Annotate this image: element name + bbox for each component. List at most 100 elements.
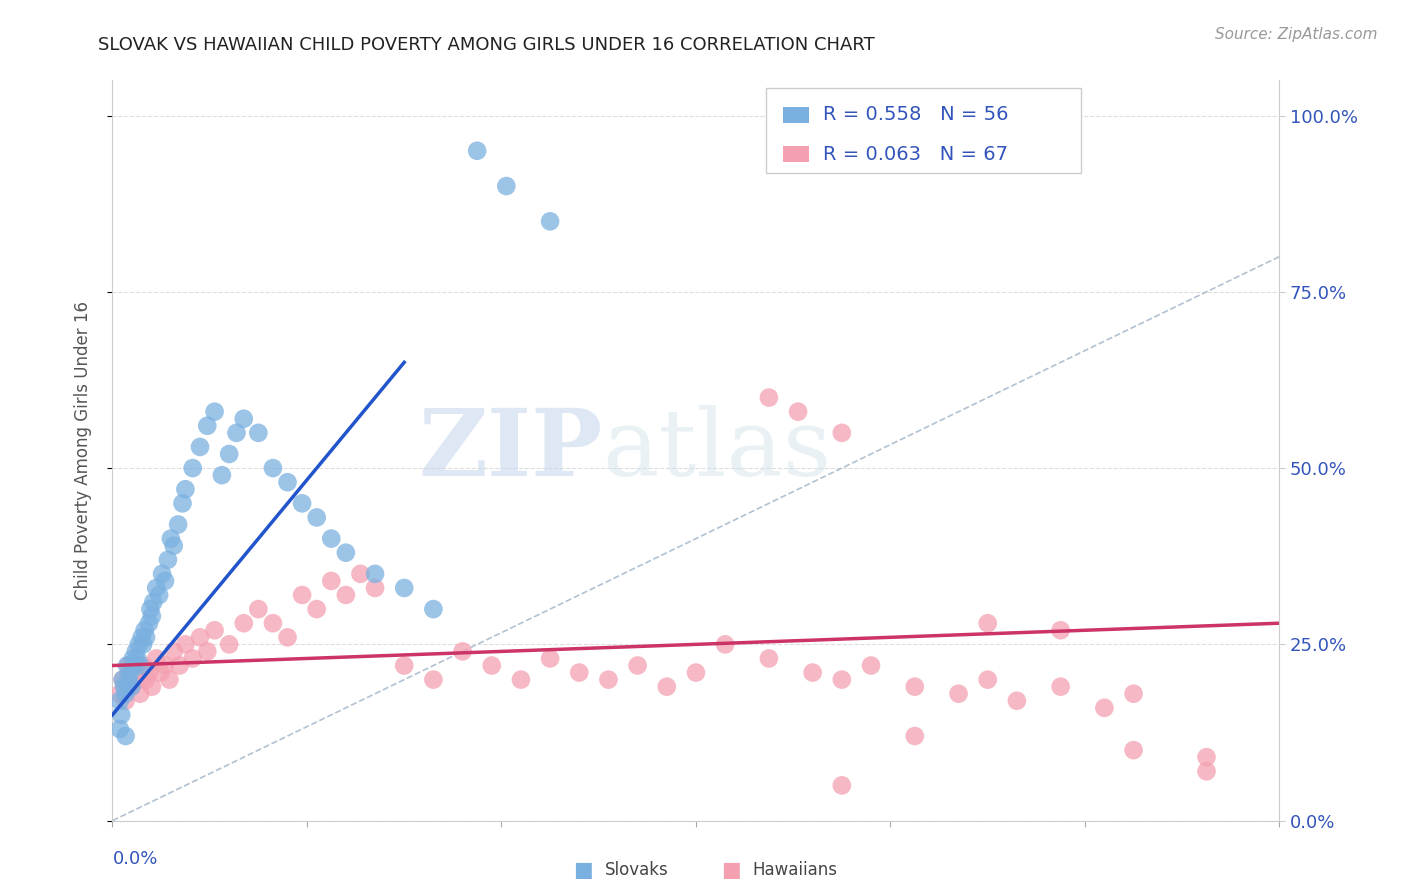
Point [321, 574, 343, 588]
Point [188, 440, 211, 454]
Point [153, 574, 176, 588]
Point [114, 729, 136, 743]
Point [135, 630, 157, 644]
Point [225, 425, 247, 440]
Point [149, 665, 172, 680]
Point [976, 673, 998, 687]
FancyBboxPatch shape [766, 87, 1081, 173]
Point [145, 651, 167, 665]
Point [1094, 701, 1116, 715]
Point [276, 630, 298, 644]
Point [138, 665, 160, 680]
Point [132, 658, 155, 673]
Point [948, 687, 970, 701]
Point [138, 616, 160, 631]
Point [538, 214, 561, 228]
Point [124, 665, 146, 680]
Point [758, 651, 780, 665]
Point [598, 673, 620, 687]
Point [134, 624, 156, 638]
Text: R = 0.063   N = 67: R = 0.063 N = 67 [823, 145, 1008, 163]
Point [115, 658, 138, 673]
Point [108, 694, 131, 708]
Point [145, 581, 167, 595]
FancyBboxPatch shape [783, 107, 810, 123]
Point [108, 687, 131, 701]
Point [394, 581, 416, 595]
Point [135, 673, 157, 687]
Point [538, 651, 561, 665]
Point [568, 665, 591, 680]
Point [167, 517, 190, 532]
Point [127, 673, 149, 687]
Point [247, 602, 270, 616]
Point [1122, 743, 1144, 757]
Point [114, 687, 136, 701]
Point [481, 658, 503, 673]
Point [129, 658, 152, 673]
Point [1122, 687, 1144, 701]
Point [451, 644, 474, 658]
Point [204, 624, 226, 638]
Point [422, 602, 444, 616]
Point [148, 588, 170, 602]
Point [129, 687, 152, 701]
Point [174, 637, 197, 651]
Point [655, 680, 678, 694]
Point [111, 673, 134, 687]
Point [232, 411, 254, 425]
Point [232, 616, 254, 631]
Point [685, 665, 707, 680]
Text: Hawaiians: Hawaiians [752, 861, 837, 879]
Point [364, 581, 387, 595]
Point [181, 461, 204, 475]
Point [1195, 750, 1218, 764]
Point [163, 644, 186, 658]
Point [364, 566, 387, 581]
Point [831, 425, 853, 440]
Point [335, 546, 357, 560]
Point [127, 651, 149, 665]
Text: SLOVAK VS HAWAIIAN CHILD POVERTY AMONG GIRLS UNDER 16 CORRELATION CHART: SLOVAK VS HAWAIIAN CHILD POVERTY AMONG G… [98, 36, 875, 54]
Point [262, 461, 284, 475]
Point [262, 616, 284, 631]
Point [132, 637, 155, 651]
Point [305, 510, 328, 524]
Text: atlas: atlas [603, 406, 832, 495]
FancyBboxPatch shape [783, 146, 810, 162]
Point [195, 418, 218, 433]
Point [117, 658, 139, 673]
Point [831, 778, 853, 792]
Point [122, 651, 145, 665]
Point [142, 595, 165, 609]
Point [153, 658, 176, 673]
Text: ■: ■ [574, 860, 593, 880]
Point [758, 391, 780, 405]
Point [349, 566, 371, 581]
Point [139, 602, 162, 616]
Point [291, 496, 314, 510]
Point [247, 425, 270, 440]
Text: R = 0.558   N = 56: R = 0.558 N = 56 [823, 105, 1008, 124]
Point [276, 475, 298, 490]
Point [181, 651, 204, 665]
Point [714, 637, 737, 651]
Text: ■: ■ [721, 860, 741, 880]
Point [509, 673, 531, 687]
Point [112, 680, 135, 694]
Point [465, 144, 488, 158]
Point [156, 553, 179, 567]
Point [128, 637, 150, 651]
Point [114, 694, 136, 708]
Point [169, 658, 191, 673]
Point [141, 609, 163, 624]
Point [111, 673, 134, 687]
Point [174, 482, 197, 496]
Point [204, 405, 226, 419]
Point [787, 405, 810, 419]
Point [1195, 764, 1218, 779]
Point [321, 532, 343, 546]
Point [904, 729, 927, 743]
Point [160, 532, 183, 546]
Point [141, 680, 163, 694]
